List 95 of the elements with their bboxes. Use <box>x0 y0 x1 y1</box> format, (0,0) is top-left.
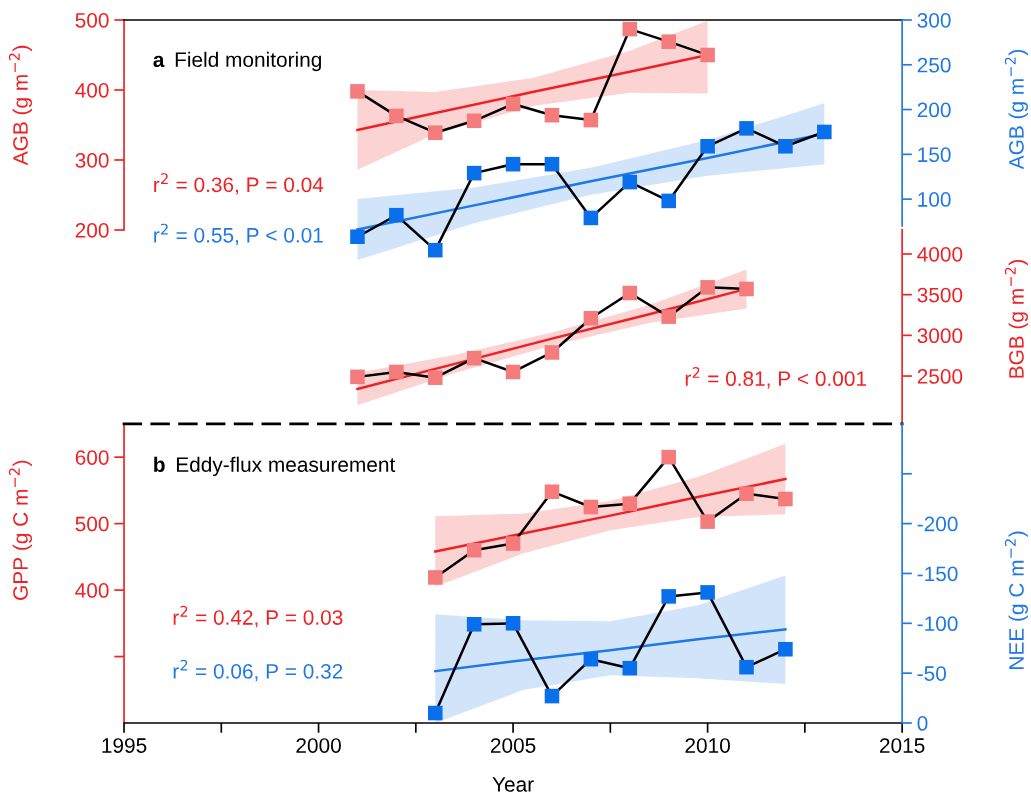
text: b Eddy-flux measurement <box>154 456 396 477</box>
y-tick-label: 200 <box>75 223 109 238</box>
point <box>583 112 599 128</box>
point <box>778 138 793 154</box>
point <box>778 641 793 657</box>
point <box>466 350 482 366</box>
point <box>427 125 443 140</box>
point <box>427 570 443 585</box>
point <box>661 589 676 604</box>
y2-tick-label: -50 <box>917 666 946 681</box>
line-series <box>434 477 787 553</box>
y2-tick-label: 150 <box>918 147 951 163</box>
x-tick-label: 2000 <box>296 738 341 753</box>
point <box>427 242 443 258</box>
y-tick-label: 600 <box>75 450 109 465</box>
point <box>544 688 560 704</box>
y2-tick-label: 0 <box>917 716 928 731</box>
point <box>427 370 443 385</box>
point <box>700 585 715 600</box>
point <box>350 229 365 245</box>
point <box>505 156 521 172</box>
annotation: r$^{2}$ = 0.06, P = 0.32 <box>173 659 343 682</box>
y3-tick-label: 4000 <box>917 246 963 262</box>
point <box>466 113 482 129</box>
y-tick-label: 400 <box>75 583 109 598</box>
y2-tick-label: -150 <box>917 566 958 582</box>
y-tick-label: 500 <box>75 12 109 28</box>
x-tick-label: 2005 <box>490 738 536 753</box>
point <box>661 449 676 465</box>
y3-axis-title: BGB (g m$^{−2}$) <box>1004 259 1028 378</box>
y-tick-label: 300 <box>75 153 109 168</box>
y3-tick-label: 3500 <box>917 287 963 303</box>
text: a Field monitoring <box>153 51 321 72</box>
point <box>583 310 599 326</box>
point <box>427 705 443 721</box>
x-tick-label: 2015 <box>880 738 925 753</box>
point <box>739 281 754 297</box>
point <box>700 138 715 154</box>
line-series <box>434 628 787 673</box>
point <box>389 108 404 124</box>
point <box>505 536 521 551</box>
point <box>505 96 521 112</box>
x-tick-label: 1995 <box>102 738 147 753</box>
annotation: r$^{2}$ = 0.42, P = 0.03 <box>173 605 343 628</box>
y2-tick-label: 250 <box>917 57 951 73</box>
point <box>389 207 404 223</box>
annotation: r$^{2}$ = 0.81, P < 0.001 <box>685 367 867 389</box>
annotation: r$^{2}$ = 0.55, P < 0.01 <box>154 223 323 246</box>
point <box>739 659 754 675</box>
point <box>739 121 754 136</box>
point <box>661 34 676 49</box>
y2-tick-label: -200 <box>917 516 958 532</box>
point <box>544 156 560 172</box>
point <box>544 345 560 360</box>
point <box>544 107 560 123</box>
point <box>583 499 599 515</box>
y-axis-title: AGB (g m$^{−2}$) <box>8 45 32 166</box>
point <box>544 484 560 499</box>
point <box>350 369 365 385</box>
y3-tick-label: 2500 <box>917 369 963 384</box>
y2-tick-label: 300 <box>917 12 951 28</box>
annotation: r$^{2}$ = 0.36, P = 0.04 <box>154 173 324 195</box>
point <box>622 496 638 511</box>
y2-tick-label: 200 <box>917 102 951 118</box>
y-axis-title: GPP (g C m$^{−2}$) <box>8 460 32 600</box>
y-tick-label: 500 <box>75 516 109 532</box>
point <box>700 280 715 295</box>
point <box>661 193 676 209</box>
x-axis-title: Year <box>492 777 534 792</box>
point <box>466 617 482 632</box>
point <box>700 47 715 63</box>
point <box>739 486 754 501</box>
point <box>817 124 832 140</box>
point <box>583 210 599 226</box>
point <box>622 174 638 190</box>
point <box>661 309 676 324</box>
y2-axis-title: AGB (g m$^{−2}$) <box>1004 49 1028 170</box>
y2-tick-label: -100 <box>917 616 958 632</box>
x-tick-label: 2010 <box>685 738 730 753</box>
point <box>622 21 638 37</box>
point <box>778 491 793 507</box>
y-tick-label: 400 <box>75 82 109 98</box>
point <box>389 364 404 380</box>
point <box>350 84 365 99</box>
y2-tick-label: 100 <box>918 192 951 207</box>
point <box>505 616 521 631</box>
y3-tick-label: 3000 <box>917 328 963 344</box>
point <box>583 651 599 667</box>
point <box>466 542 482 558</box>
point <box>622 660 638 676</box>
y2-axis-title: NEE (g C m$^{−2}$) <box>1004 531 1028 669</box>
point <box>466 165 482 181</box>
point <box>700 514 715 529</box>
point <box>622 285 638 301</box>
point <box>505 364 521 380</box>
